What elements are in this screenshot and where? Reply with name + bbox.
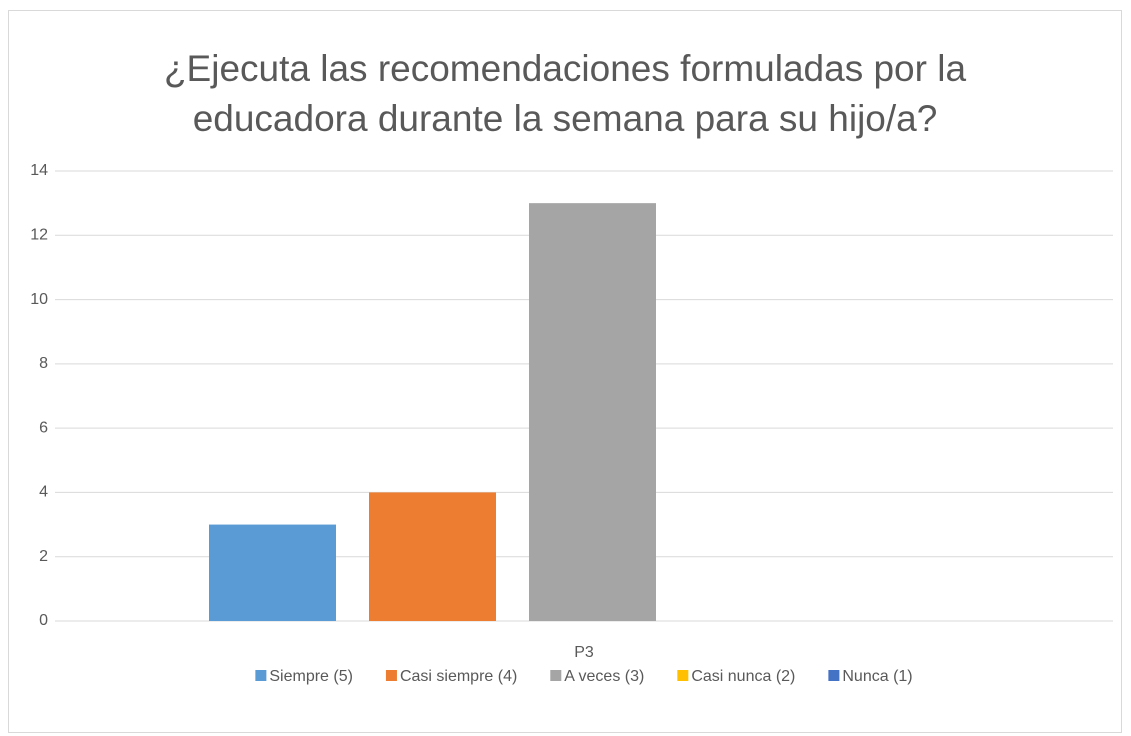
y-tick-label: 12: [30, 227, 48, 244]
bar: [209, 524, 336, 621]
y-tick-label: 4: [39, 484, 48, 501]
y-tick-label: 14: [30, 162, 48, 179]
legend-swatch: [255, 670, 267, 681]
legend-label: Casi siempre (4): [400, 668, 517, 685]
legend-label: Nunca (1): [842, 668, 912, 685]
legend-swatch: [828, 670, 840, 681]
chart-title: ¿Ejecuta las recomendaciones formuladas …: [163, 48, 967, 139]
y-tick-label: 0: [39, 612, 48, 629]
y-tick-label: 2: [39, 548, 48, 565]
y-tick-label: 6: [39, 419, 48, 436]
legend-label: Siempre (5): [269, 668, 353, 685]
bar: [529, 203, 656, 621]
y-tick-label: 8: [39, 355, 48, 372]
legend-label: Casi nunca (2): [691, 668, 795, 685]
x-tick-label: P3: [574, 644, 594, 661]
legend-label: A veces (3): [564, 668, 644, 685]
chart-frame: [8, 10, 1122, 733]
y-tick-label: 10: [30, 291, 48, 308]
legend-swatch: [385, 670, 397, 681]
bar: [369, 492, 496, 621]
legend-swatch: [677, 670, 689, 681]
legend-swatch: [550, 670, 562, 681]
